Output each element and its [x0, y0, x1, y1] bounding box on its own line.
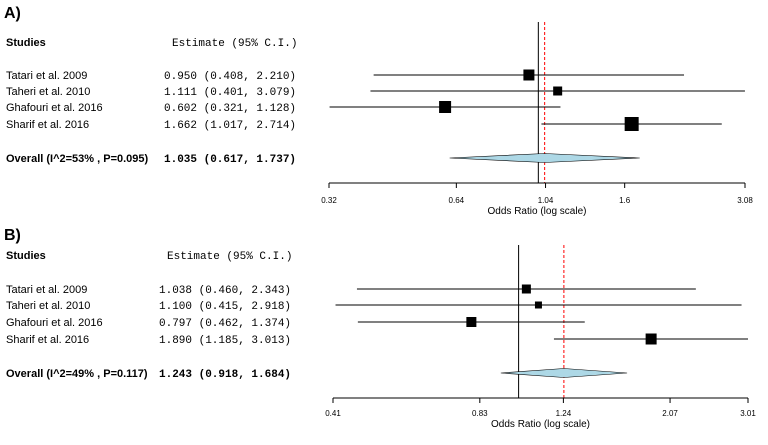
x-tick-label: 0.32: [321, 196, 337, 205]
study-estimate: 0.602 (0.321, 1.128): [164, 103, 296, 115]
study-estimate: 1.662 (1.017, 2.714): [164, 120, 296, 132]
x-tick-label: 3.08: [737, 196, 753, 205]
study-point-square: [521, 284, 531, 294]
study-estimate: 1.038 (0.460, 2.343): [159, 285, 291, 297]
overall-label: Overall (I^2=49% , P=0.117): [6, 368, 148, 380]
study-label: Ghafouri et al. 2016: [6, 102, 103, 114]
study-point-square: [534, 301, 542, 309]
column-header-estimate: Estimate (95% C.I.): [167, 251, 292, 263]
forest-panel-b: B) Studies Estimate (95% C.I.) Tatari et al…: [4, 227, 756, 430]
overall-estimate: 1.243 (0.918, 1.684): [159, 369, 291, 381]
column-header-studies: Studies: [6, 250, 46, 262]
overall-diamond: [449, 153, 640, 163]
study-label: Taheri et al. 2010: [6, 300, 90, 312]
x-tick-label: 1.6: [619, 196, 631, 205]
study-point-square: [439, 101, 452, 113]
study-estimate: 0.950 (0.408, 2.210): [164, 71, 296, 83]
study-label: Sharif et al. 2016: [6, 334, 89, 346]
x-tick-label: 0.83: [472, 409, 488, 418]
column-header-estimate: Estimate (95% C.I.): [172, 38, 297, 50]
x-tick-label: 0.41: [325, 409, 341, 418]
overall-estimate: 1.035 (0.617, 1.737): [164, 154, 296, 166]
study-point-square: [466, 317, 477, 327]
study-estimate: 1.890 (1.185, 3.013): [159, 335, 291, 347]
study-label: Tatari et al. 2009: [6, 284, 87, 296]
x-axis-label: Odds Ratio (log scale): [488, 206, 587, 217]
study-label: Sharif et al. 2016: [6, 119, 89, 131]
study-point-square: [645, 333, 657, 345]
x-tick-label: 3.01: [740, 409, 756, 418]
overall-diamond: [500, 368, 628, 378]
study-estimate: 1.111 (0.401, 3.079): [164, 87, 296, 99]
forest-panel-a: A) Studies Estimate (95% C.I.) Tatari et al…: [4, 5, 753, 217]
study-estimate: 0.797 (0.462, 1.374): [159, 318, 291, 330]
panel-label: A): [4, 5, 21, 22]
overall-label: Overall (I^2=53% , P=0.095): [6, 153, 149, 165]
x-tick-label: 1.24: [556, 409, 572, 418]
study-estimate: 1.100 (0.415, 2.918): [159, 301, 291, 313]
x-axis-label: Odds Ratio (log scale): [491, 419, 590, 430]
study-point-square: [624, 117, 639, 131]
study-label: Tatari et al. 2009: [6, 70, 87, 82]
x-tick-label: 0.64: [449, 196, 465, 205]
panel-label: B): [4, 227, 21, 244]
x-tick-label: 1.04: [538, 196, 554, 205]
study-label: Ghafouri et al. 2016: [6, 317, 103, 329]
study-label: Taheri et al. 2010: [6, 86, 90, 98]
column-header-studies: Studies: [6, 37, 46, 49]
study-point-square: [553, 86, 563, 96]
x-tick-label: 2.07: [662, 409, 678, 418]
study-point-square: [523, 69, 535, 81]
